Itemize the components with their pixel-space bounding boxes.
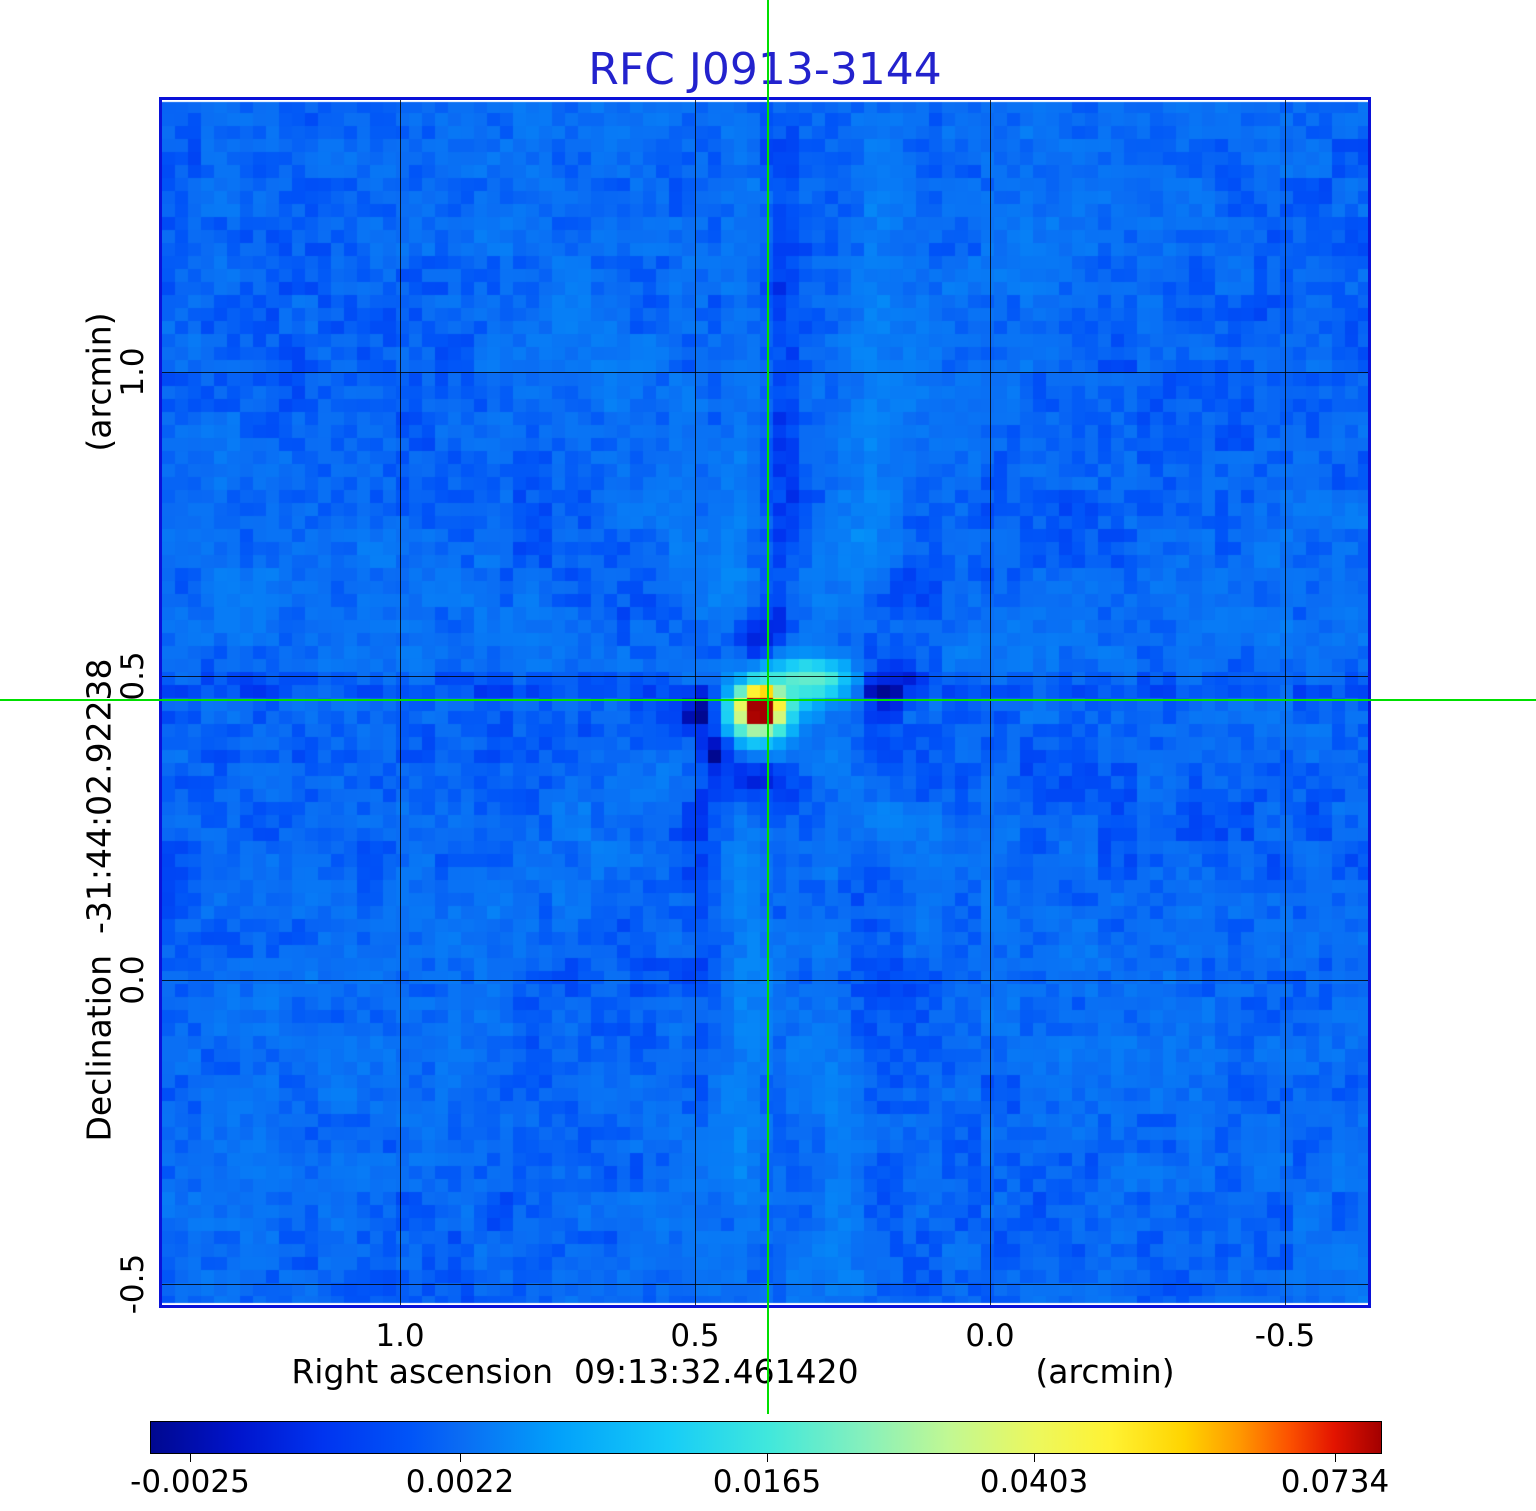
map-plot-frame — [159, 97, 1371, 1308]
colorbar-tick — [460, 1454, 461, 1462]
colorbar-tick-label: -0.0025 — [130, 1464, 250, 1500]
colorbar-tick-label: 0.0022 — [405, 1464, 515, 1500]
colorbar-tick — [1335, 1454, 1336, 1462]
y-tick-label: 0.5 — [115, 651, 151, 701]
radio-intensity-map — [162, 100, 1368, 1305]
colorbar-tick-label: 0.0734 — [1280, 1464, 1390, 1500]
colorbar-tick-label: 0.0403 — [979, 1464, 1089, 1500]
x-grid-line — [990, 100, 991, 1305]
y-tick-label: 0.0 — [115, 955, 151, 1005]
x-grid-line — [400, 100, 401, 1305]
x-tick-label: -0.5 — [1254, 1318, 1316, 1354]
colorbar-tick-label: 0.0165 — [712, 1464, 822, 1500]
y-grid-line — [162, 676, 1368, 677]
crosshair-vertical-line — [767, 0, 769, 1414]
y-tick-label: -0.5 — [115, 1253, 151, 1315]
colorbar — [150, 1421, 1382, 1454]
colorbar-tick — [767, 1454, 768, 1462]
x-tick-label: 1.0 — [375, 1318, 425, 1354]
colorbar-tick — [190, 1454, 191, 1462]
page-title: RFC J0913-3144 — [588, 44, 942, 95]
y-grid-line — [162, 980, 1368, 981]
y-axis-unit-label: (arcmin) — [79, 312, 119, 452]
y-grid-line — [162, 1284, 1368, 1285]
x-tick-label: 0.5 — [670, 1318, 720, 1354]
x-axis-label: Right ascension 09:13:32.461420 — [291, 1352, 859, 1391]
y-tick-label: 1.0 — [115, 347, 151, 397]
x-tick-label: 0.0 — [965, 1318, 1015, 1354]
colorbar-tick — [1034, 1454, 1035, 1462]
x-axis-unit-label: (arcmin) — [1035, 1352, 1175, 1391]
y-grid-line — [162, 372, 1368, 373]
x-grid-line — [695, 100, 696, 1305]
y-axis-label: Declination -31:44:02.92238 — [79, 658, 119, 1142]
crosshair-horizontal-line — [0, 699, 1536, 701]
x-grid-line — [1285, 100, 1286, 1305]
